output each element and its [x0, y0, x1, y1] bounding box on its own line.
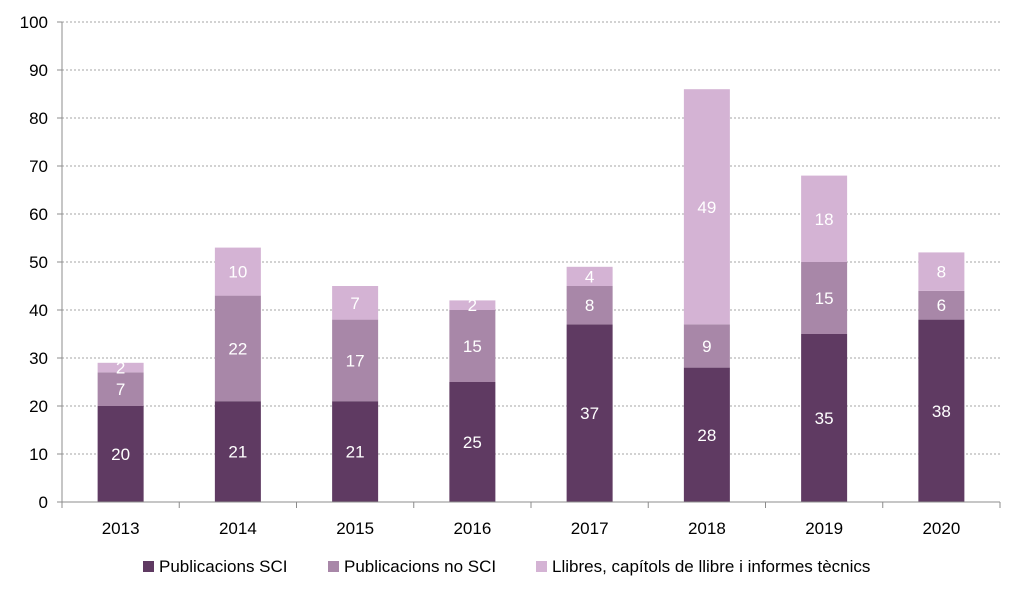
- legend-swatch: [536, 561, 547, 572]
- legend-label: Publicacions no SCI: [344, 557, 496, 576]
- data-label: 38: [932, 402, 951, 421]
- y-tick-label: 30: [29, 349, 48, 368]
- x-tick-label: 2018: [688, 519, 726, 538]
- bar-segment: [97, 372, 144, 406]
- data-label: 7: [116, 380, 125, 399]
- bar-segment: [683, 367, 730, 502]
- bar-segment: [449, 300, 496, 310]
- data-label: 17: [346, 351, 365, 370]
- data-label: 20: [111, 445, 130, 464]
- x-tick-label: 2017: [571, 519, 609, 538]
- bar-segment: [214, 295, 261, 402]
- bar-segment: [566, 324, 613, 502]
- bar-segment: [97, 362, 144, 373]
- data-label: 4: [585, 267, 594, 286]
- bar-segment: [449, 310, 496, 382]
- y-tick-label: 40: [29, 301, 48, 320]
- y-tick-label: 90: [29, 61, 48, 80]
- data-label: 2: [468, 296, 477, 315]
- data-label: 25: [463, 433, 482, 452]
- bar-segment: [918, 290, 965, 320]
- data-label: 2: [116, 359, 125, 378]
- bar-segment: [332, 286, 379, 320]
- legend: Publicacions SCI Publicacions no SCI Llibr…: [143, 557, 870, 576]
- bar-segment: [918, 252, 965, 291]
- bar-segment: [801, 334, 848, 502]
- legend-label: Llibres, capítols de llibre i informes t…: [552, 557, 870, 576]
- y-tick-label: 20: [29, 397, 48, 416]
- bar-segment: [566, 286, 613, 325]
- bar-segment: [566, 266, 613, 286]
- data-label: 7: [350, 294, 359, 313]
- bar-segment: [918, 319, 965, 502]
- bars: 20 7 2 21 22 10 21 17 7 25 15 2 37 8 4 28 9 49 35 15 18 38 6 8: [97, 89, 965, 502]
- bar-segment: [214, 247, 261, 296]
- data-label: 18: [815, 210, 834, 229]
- data-label: 28: [697, 426, 716, 445]
- data-label: 49: [697, 198, 716, 217]
- data-label: 10: [228, 263, 247, 282]
- bar-segment: [449, 382, 496, 502]
- data-label: 6: [937, 296, 946, 315]
- bar-segment: [214, 401, 261, 502]
- x-tick-label: 2015: [336, 519, 374, 538]
- y-tick-label: 60: [29, 205, 48, 224]
- bar-segment: [683, 89, 730, 325]
- gridlines: [62, 21, 1000, 455]
- y-tick-label: 10: [29, 445, 48, 464]
- x-tick-label: 2020: [922, 519, 960, 538]
- bar-segment: [801, 175, 848, 262]
- legend-label: Publicacions SCI: [159, 557, 288, 576]
- x-tick-label: 2016: [453, 519, 491, 538]
- bar-segment: [332, 401, 379, 502]
- bar-segment: [97, 406, 144, 502]
- data-label: 21: [346, 443, 365, 462]
- data-label: 15: [463, 337, 482, 356]
- data-label: 9: [702, 337, 711, 356]
- bar-segment: [801, 262, 848, 334]
- x-tick-label: 2014: [219, 519, 257, 538]
- data-label: 22: [228, 339, 247, 358]
- x-tick-label: 2019: [805, 519, 843, 538]
- bar-segment: [332, 319, 379, 402]
- y-tick-label: 50: [29, 253, 48, 272]
- legend-swatch: [143, 561, 154, 572]
- data-label: 15: [815, 289, 834, 308]
- y-tick-label: 80: [29, 109, 48, 128]
- data-label: 37: [580, 404, 599, 423]
- legend-swatch: [328, 561, 339, 572]
- data-label: 35: [815, 409, 834, 428]
- data-label: 21: [228, 443, 247, 462]
- y-tick-label: 70: [29, 157, 48, 176]
- x-tick-label: 2013: [102, 519, 140, 538]
- data-label: 8: [585, 296, 594, 315]
- bar-segment: [683, 324, 730, 368]
- y-tick-label: 100: [20, 13, 48, 32]
- data-label: 8: [937, 263, 946, 282]
- y-tick-label: 0: [39, 493, 48, 512]
